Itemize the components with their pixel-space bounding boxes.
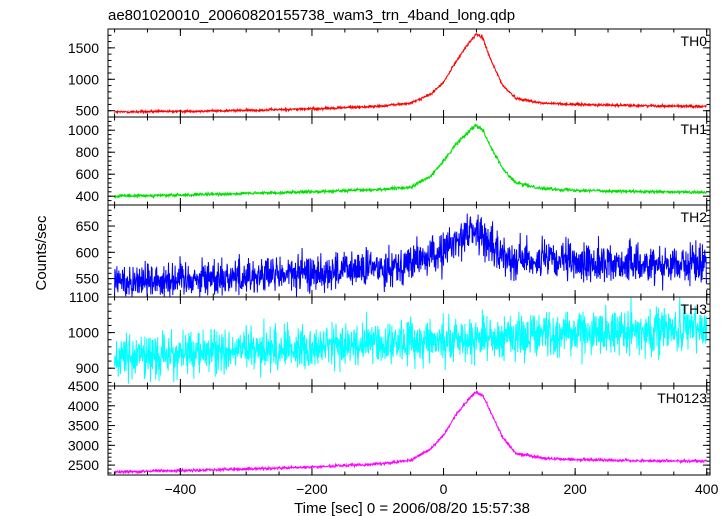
- y-tick-label: 4500: [68, 378, 99, 394]
- x-tick-label: 0: [440, 481, 448, 497]
- x-tick-label: −200: [296, 481, 328, 497]
- y-tick-label: 1100: [69, 289, 99, 305]
- x-tick-label: 200: [563, 481, 587, 497]
- y-tick-label: 600: [76, 166, 100, 182]
- y-tick-label: 650: [76, 218, 100, 234]
- y-tick-label: 550: [76, 271, 100, 287]
- y-tick-label: 4000: [68, 398, 99, 414]
- panel-th1: 400 600 800 1000 TH1: [68, 116, 711, 206]
- panel-th0: 500 1000 1500 TH0: [68, 28, 711, 119]
- panel-label: TH1: [681, 121, 708, 137]
- y-tick-label: 900: [76, 360, 100, 376]
- series-line-th0: [114, 32, 707, 115]
- y-tick-label: 600: [76, 244, 100, 260]
- y-tick-label: 500: [76, 103, 100, 119]
- y-tick-label: 1000: [68, 122, 99, 138]
- series-line-th3: [114, 297, 708, 384]
- chart-title: ae801020010_20060820155738_wam3_trn_4ban…: [108, 7, 515, 24]
- y-axis-label: Counts/sec: [33, 215, 50, 291]
- x-tick-label: −400: [165, 481, 197, 497]
- y-tick-label: 1000: [68, 325, 99, 341]
- y-tick-label: 1000: [68, 71, 99, 87]
- series-line-th2: [114, 213, 708, 297]
- x-axis-ticks: −400 −200 0 200 400: [165, 481, 719, 497]
- y-tick-label: 3000: [68, 437, 99, 453]
- panel-th2: 550 600 650 TH2: [76, 204, 711, 298]
- panels-group: 500 1000 1500 TH0 400 600 800 1000 TH1 550 600 650 T…: [68, 28, 711, 476]
- panel-label: TH2: [681, 209, 708, 225]
- panel-label: TH0: [681, 33, 708, 49]
- series-line-th0123: [114, 389, 707, 475]
- panel-label: TH3: [681, 301, 708, 317]
- x-tick-label: 400: [695, 481, 719, 497]
- y-tick-label: 1500: [68, 40, 99, 56]
- panel-frame: [107, 385, 711, 476]
- panel-th3: 900 1000 1100 TH3: [68, 289, 711, 387]
- y-tick-label: 2500: [68, 457, 99, 473]
- panel-th0123: 2500 3000 3500 4000 4500 TH0123: [68, 378, 711, 476]
- x-axis-label: Time [sec] 0 = 2006/08/20 15:57:38: [294, 500, 530, 516]
- series-line-th1: [114, 123, 708, 200]
- y-tick-label: 400: [76, 188, 100, 204]
- y-tick-label: 800: [76, 144, 100, 160]
- y-tick-label: 3500: [68, 418, 99, 434]
- panel-label: TH0123: [657, 390, 707, 406]
